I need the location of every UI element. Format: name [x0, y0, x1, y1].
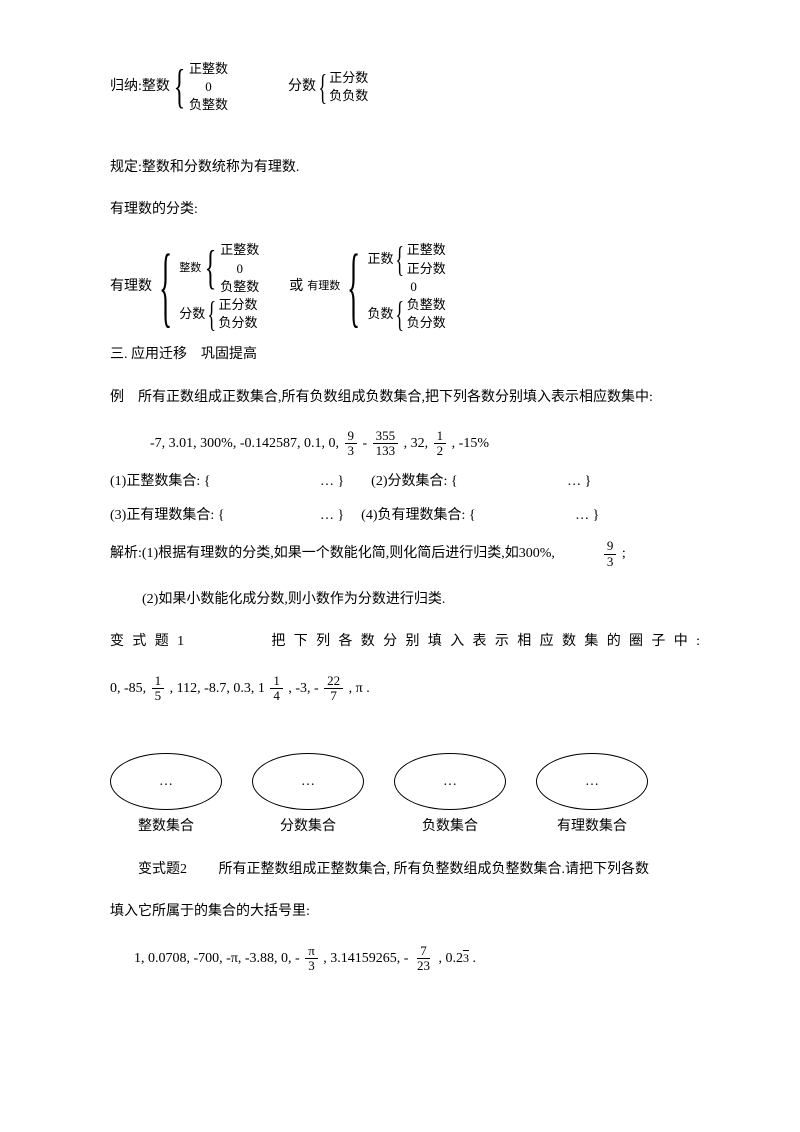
classify-title: 有理数的分类:	[110, 199, 700, 221]
tree1-root: 有理数	[110, 276, 152, 298]
variant2-line2: 填入它所属于的集合的大括号里:	[110, 901, 700, 923]
rule-text: 规定:整数和分数统称为有理数.	[110, 157, 700, 179]
example-numbers: -7, 3.01, 300%, -0.142587, 0.1, 0, 93 - …	[110, 429, 700, 459]
or-label: 或	[289, 276, 303, 298]
section3-title: 三. 应用迁移 巩固提高	[110, 344, 700, 366]
ellipse-neg: …	[394, 753, 506, 810]
variant1-line: 变式题1 把下列各数分别填入表示相应数集的圈子中:	[110, 631, 700, 653]
analysis-1: 解析:(1)根据有理数的分类,如果一个数能化简,则化简后进行归类,如300%, …	[110, 539, 700, 569]
example-intro: 例 所有正数组成正数集合,所有负数组成负数集合,把下列各数分别填入表示相应数集中…	[110, 387, 700, 409]
summary-label: 归纳:	[110, 76, 142, 98]
tree2-root: 有理数	[307, 278, 340, 296]
sets-row-2: (3)正有理数集合: { … } (4)负有理数集合: { … }	[110, 505, 700, 527]
variant2-line: 变式题2 所有正整数组成正整数集合, 所有负整数组成负整数集合.请把下列各数	[110, 859, 700, 881]
variant2-numbers: 1, 0.0708, -700, -π, -3.88, 0, - π3 , 3.…	[110, 944, 700, 974]
ellipse-int: …	[110, 753, 222, 810]
variant1-numbers: 0, -85, 15 , 112, -8.7, 0.3, 1 14 , -3, …	[110, 674, 700, 704]
int-label: 整数	[142, 76, 170, 98]
summary-row: 归纳: 整数 { 正整数 0 负整数 分数 { 正分数 负负数	[110, 60, 700, 115]
frac-brace: { 正分数 负负数	[316, 69, 368, 105]
ellipses-row: … 整数集合 … 分数集合 … 负数集合 … 有理数集合	[110, 753, 700, 838]
int-brace: { 正整数 0 负整数	[170, 60, 228, 115]
ellipse-rat: …	[536, 753, 648, 810]
classification-row: 有理数 { 整数 { 正整数 0 负整数 分数 {	[110, 241, 700, 332]
sets-row-1: (1)正整数集合: { … } (2)分数集合: { … }	[110, 471, 700, 493]
analysis-2: (2)如果小数能化成分数,则小数作为分数进行归类.	[110, 589, 700, 611]
frac-label: 分数	[288, 76, 316, 98]
ellipse-frac: …	[252, 753, 364, 810]
